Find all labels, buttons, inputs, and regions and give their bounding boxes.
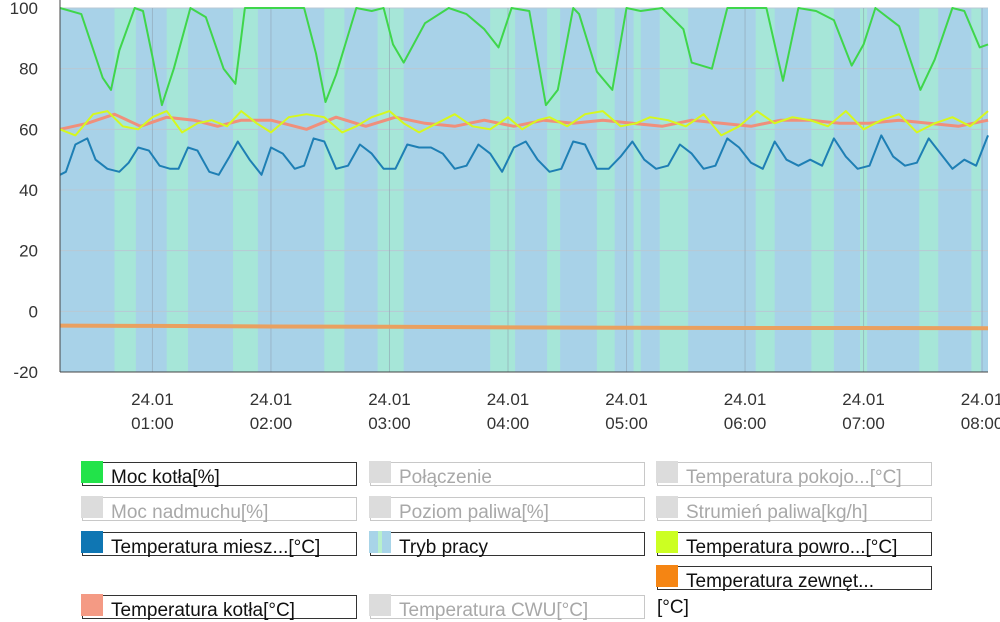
legend-label: Strumień paliwa[kg/h]	[686, 502, 868, 523]
series-line-0	[59, 7, 989, 107]
x-tick-date-2: 24.01	[368, 390, 411, 409]
y-tick-label-2: 60	[19, 120, 38, 139]
x-tick-date-1: 24.01	[250, 390, 293, 409]
x-tick-time-1: 02:00	[250, 414, 293, 433]
x-tick-time-2: 03:00	[368, 414, 411, 433]
x-tick-time-3: 04:00	[487, 414, 530, 433]
x-tick-date-5: 24.01	[724, 390, 767, 409]
legend-item-7[interactable]: Tryb pracy	[369, 531, 645, 558]
legend-swatch	[369, 594, 391, 616]
legend-swatch	[656, 461, 678, 483]
x-tick-date-3: 24.01	[487, 390, 530, 409]
y-tick-label-0: 100	[10, 0, 38, 18]
x-tick-date-6: 24.01	[842, 390, 885, 409]
legend-label: Tryb pracy	[399, 537, 489, 558]
legend-label: Temperatura zewnęt...	[686, 571, 874, 592]
legend-label: Moc nadmuchu[%]	[111, 502, 269, 523]
legend-swatch	[369, 496, 391, 518]
y-tick-label-1: 80	[19, 60, 38, 79]
x-tick-time-4: 05:00	[605, 414, 648, 433]
x-tick-time-6: 07:00	[842, 414, 885, 433]
legend-item-6[interactable]: Temperatura miesz...[°C]	[81, 531, 357, 558]
legend-item-4[interactable]: Poziom paliwa[%]	[369, 496, 645, 523]
legend-label: Temperatura CWU[°C]	[399, 600, 589, 621]
legend-item-0[interactable]: Moc kotła[%]	[81, 461, 357, 488]
legend-label: Połączenie	[399, 467, 492, 488]
y-tick-label-3: 40	[19, 181, 38, 200]
legend-swatch	[81, 531, 103, 553]
legend-label: Temperatura pokojo...[°C]	[686, 467, 902, 488]
x-tick-date-7: 24.01	[961, 390, 1000, 409]
series-line-4	[59, 323, 989, 331]
legend-swatch	[656, 531, 678, 553]
legend-item-5[interactable]: Strumień paliwa[kg/h]	[656, 496, 932, 523]
legend-item-10[interactable]: Temperatura kotła[°C]	[81, 594, 357, 621]
legend-item-9[interactable]: Temperatura zewnęt...	[656, 565, 932, 592]
legend-swatch	[81, 594, 103, 616]
axes: 100 80 60 40 20 0 -20 24.01 01:00 24.01 02:00 24.01…	[10, 0, 1000, 433]
legend-swatch	[656, 496, 678, 518]
series-lines	[59, 7, 989, 331]
legend-item-1[interactable]: Połączenie	[369, 461, 645, 488]
x-tick-time-5: 06:00	[724, 414, 767, 433]
x-tick-date-0: 24.01	[131, 390, 174, 409]
y-tick-label-5: 0	[29, 302, 38, 321]
x-tick-time-0: 01:00	[131, 414, 174, 433]
x-tick-time-7: 08:00	[961, 414, 1000, 433]
legend-swatch	[81, 461, 103, 483]
legend-label: Moc kotła[%]	[111, 467, 220, 488]
legend-swatch	[656, 565, 678, 587]
legend-swatch	[369, 531, 391, 553]
grid	[60, 7, 988, 373]
series-line-3	[59, 134, 989, 176]
legend-label-wrap: [°C]	[657, 597, 689, 618]
y-tick-label-4: 20	[19, 242, 38, 261]
y-tick-label-6: -20	[13, 363, 38, 382]
legend-label: Temperatura miesz...[°C]	[111, 537, 321, 558]
legend-label: Poziom paliwa[%]	[399, 502, 549, 523]
x-tick-date-4: 24.01	[605, 390, 648, 409]
legend-item-8[interactable]: Temperatura powro...[°C]	[656, 531, 932, 558]
series-line-2	[59, 110, 989, 137]
legend-swatch	[369, 461, 391, 483]
legend-item-11[interactable]: Temperatura CWU[°C]	[369, 594, 645, 621]
chart-plot: 100 80 60 40 20 0 -20 24.01 01:00 24.01 02:00 24.01…	[10, 0, 1000, 433]
legend-label: Temperatura kotła[°C]	[111, 600, 295, 621]
legend-item-2[interactable]: Temperatura pokojo...[°C]	[656, 461, 932, 488]
legend-label: Temperatura powro...[°C]	[686, 537, 898, 558]
legend-swatch	[81, 496, 103, 518]
legend-item-3[interactable]: Moc nadmuchu[%]	[81, 496, 357, 523]
